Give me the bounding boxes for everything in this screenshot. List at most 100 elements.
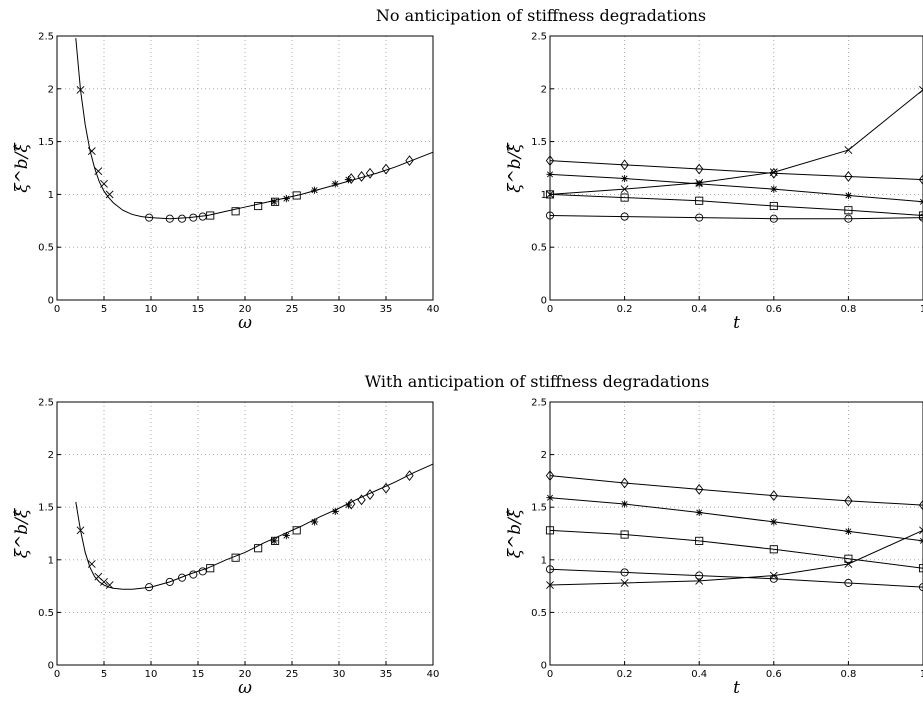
data-point-x	[620, 579, 629, 587]
data-point-x	[76, 526, 85, 535]
x-tick-label: 15	[192, 669, 205, 680]
data-point-circle	[177, 214, 187, 223]
data-point-diamond	[347, 173, 356, 184]
x-tick-label: 10	[145, 304, 158, 315]
data-point-diamond	[545, 470, 555, 482]
y-tick-label: 2	[48, 84, 54, 95]
y-tick-label: 2	[48, 450, 54, 461]
data-point-square	[769, 545, 778, 554]
data-point-star	[695, 180, 703, 188]
data-point-square	[695, 536, 704, 545]
data-point-square	[206, 564, 215, 573]
y-tick-label: 0	[48, 296, 54, 307]
y-tick-label: 1.5	[38, 503, 54, 514]
x-tick-label: 40	[427, 304, 440, 315]
x-tick-label: 20	[239, 669, 252, 680]
data-point-circle	[844, 214, 853, 223]
data-point-diamond	[381, 482, 391, 494]
y-tick-label: 1	[48, 190, 54, 201]
data-point-star	[844, 527, 852, 535]
y-tick-label: 2	[541, 450, 547, 461]
data-point-star	[270, 198, 278, 206]
data-point-diamond	[695, 483, 704, 495]
data-point-square	[254, 544, 263, 553]
data-point-circle	[695, 213, 704, 222]
data-point-square	[254, 201, 263, 211]
data-point-star	[331, 180, 339, 188]
data-point-star	[621, 174, 629, 183]
x-tick-label: 0.8	[840, 669, 856, 680]
data-point-square	[695, 196, 704, 205]
data-point-square	[844, 554, 853, 563]
data-point-square	[206, 211, 215, 220]
data-point-square	[292, 526, 301, 535]
data-point-square	[545, 190, 555, 199]
y-tick-label: 1.5	[38, 137, 54, 148]
axes-frame	[549, 35, 923, 301]
series-line-circle	[549, 215, 923, 220]
data-point-x	[844, 146, 853, 154]
series-line-square	[549, 193, 923, 217]
data-point-star	[282, 195, 290, 203]
data-point-star	[919, 537, 923, 545]
x-tick-label: 30	[333, 669, 346, 680]
y-tick-label: 0	[541, 661, 547, 672]
data-point-diamond	[381, 163, 391, 175]
data-point-circle	[165, 214, 174, 223]
data-point-star	[919, 198, 923, 206]
x-tick-label: 25	[286, 669, 299, 680]
data-point-circle	[189, 570, 198, 579]
data-point-diamond	[620, 159, 629, 171]
x-tick-label: 0	[547, 669, 553, 680]
data-point-circle	[918, 583, 923, 592]
data-point-square	[231, 553, 240, 562]
data-point-diamond	[844, 171, 853, 182]
data-point-square	[844, 206, 853, 215]
title-bottom: With anticipation of stiffness degradati…	[365, 372, 710, 391]
y-tick-label: 1.5	[531, 137, 547, 148]
y-tick-label: 1	[541, 555, 547, 566]
y-tick-label: 0.5	[38, 608, 54, 619]
plot-top-left: 0 5 10 15 20 25 30 35 40 0 0.5 1 1.5 2 2.5 ω ξ^b/ξ̂	[12, 32, 439, 334]
data-point-star	[770, 518, 778, 526]
x-tick-label: 25	[286, 304, 299, 315]
data-point-x	[87, 147, 96, 156]
title-top: No anticipation of stiffness degradation…	[376, 6, 706, 25]
data-point-circle	[545, 565, 555, 574]
y-tick-label: 2.5	[38, 398, 54, 409]
data-point-x	[105, 581, 114, 589]
data-point-square	[769, 201, 778, 211]
x-tick-label: 15	[192, 304, 205, 315]
data-point-x	[87, 560, 96, 568]
x-tick-label: 0.4	[691, 669, 707, 680]
data-point-x	[94, 167, 103, 176]
data-point-circle	[177, 573, 187, 582]
data-point-x	[919, 85, 923, 94]
x-tick-label: 5	[101, 304, 107, 315]
data-point-diamond	[844, 495, 853, 507]
data-point-square	[918, 564, 923, 573]
x-tick-label: 0.6	[766, 669, 782, 680]
x-tick-label: 0	[547, 304, 553, 315]
data-point-diamond	[620, 477, 629, 489]
data-point-star	[310, 186, 319, 194]
data-point-diamond	[769, 167, 778, 179]
data-point-circle	[189, 213, 198, 222]
series-line-star	[549, 497, 923, 542]
data-point-x	[76, 85, 85, 94]
data-point-star	[310, 518, 319, 526]
data-point-x	[620, 185, 629, 194]
series-curve	[75, 463, 434, 590]
x-tick-label: 20	[239, 304, 252, 315]
y-axis-label: ξ^b/ξ̂	[12, 142, 32, 193]
data-point-square	[620, 530, 629, 539]
y-tick-label: 0.5	[38, 243, 54, 254]
data-point-x	[105, 190, 114, 199]
data-point-circle	[620, 568, 629, 577]
data-point-diamond	[545, 155, 555, 167]
data-point-square	[918, 211, 923, 220]
data-point-diamond	[365, 167, 375, 179]
data-point-diamond	[405, 155, 414, 167]
x-axis-label: t	[733, 678, 740, 698]
